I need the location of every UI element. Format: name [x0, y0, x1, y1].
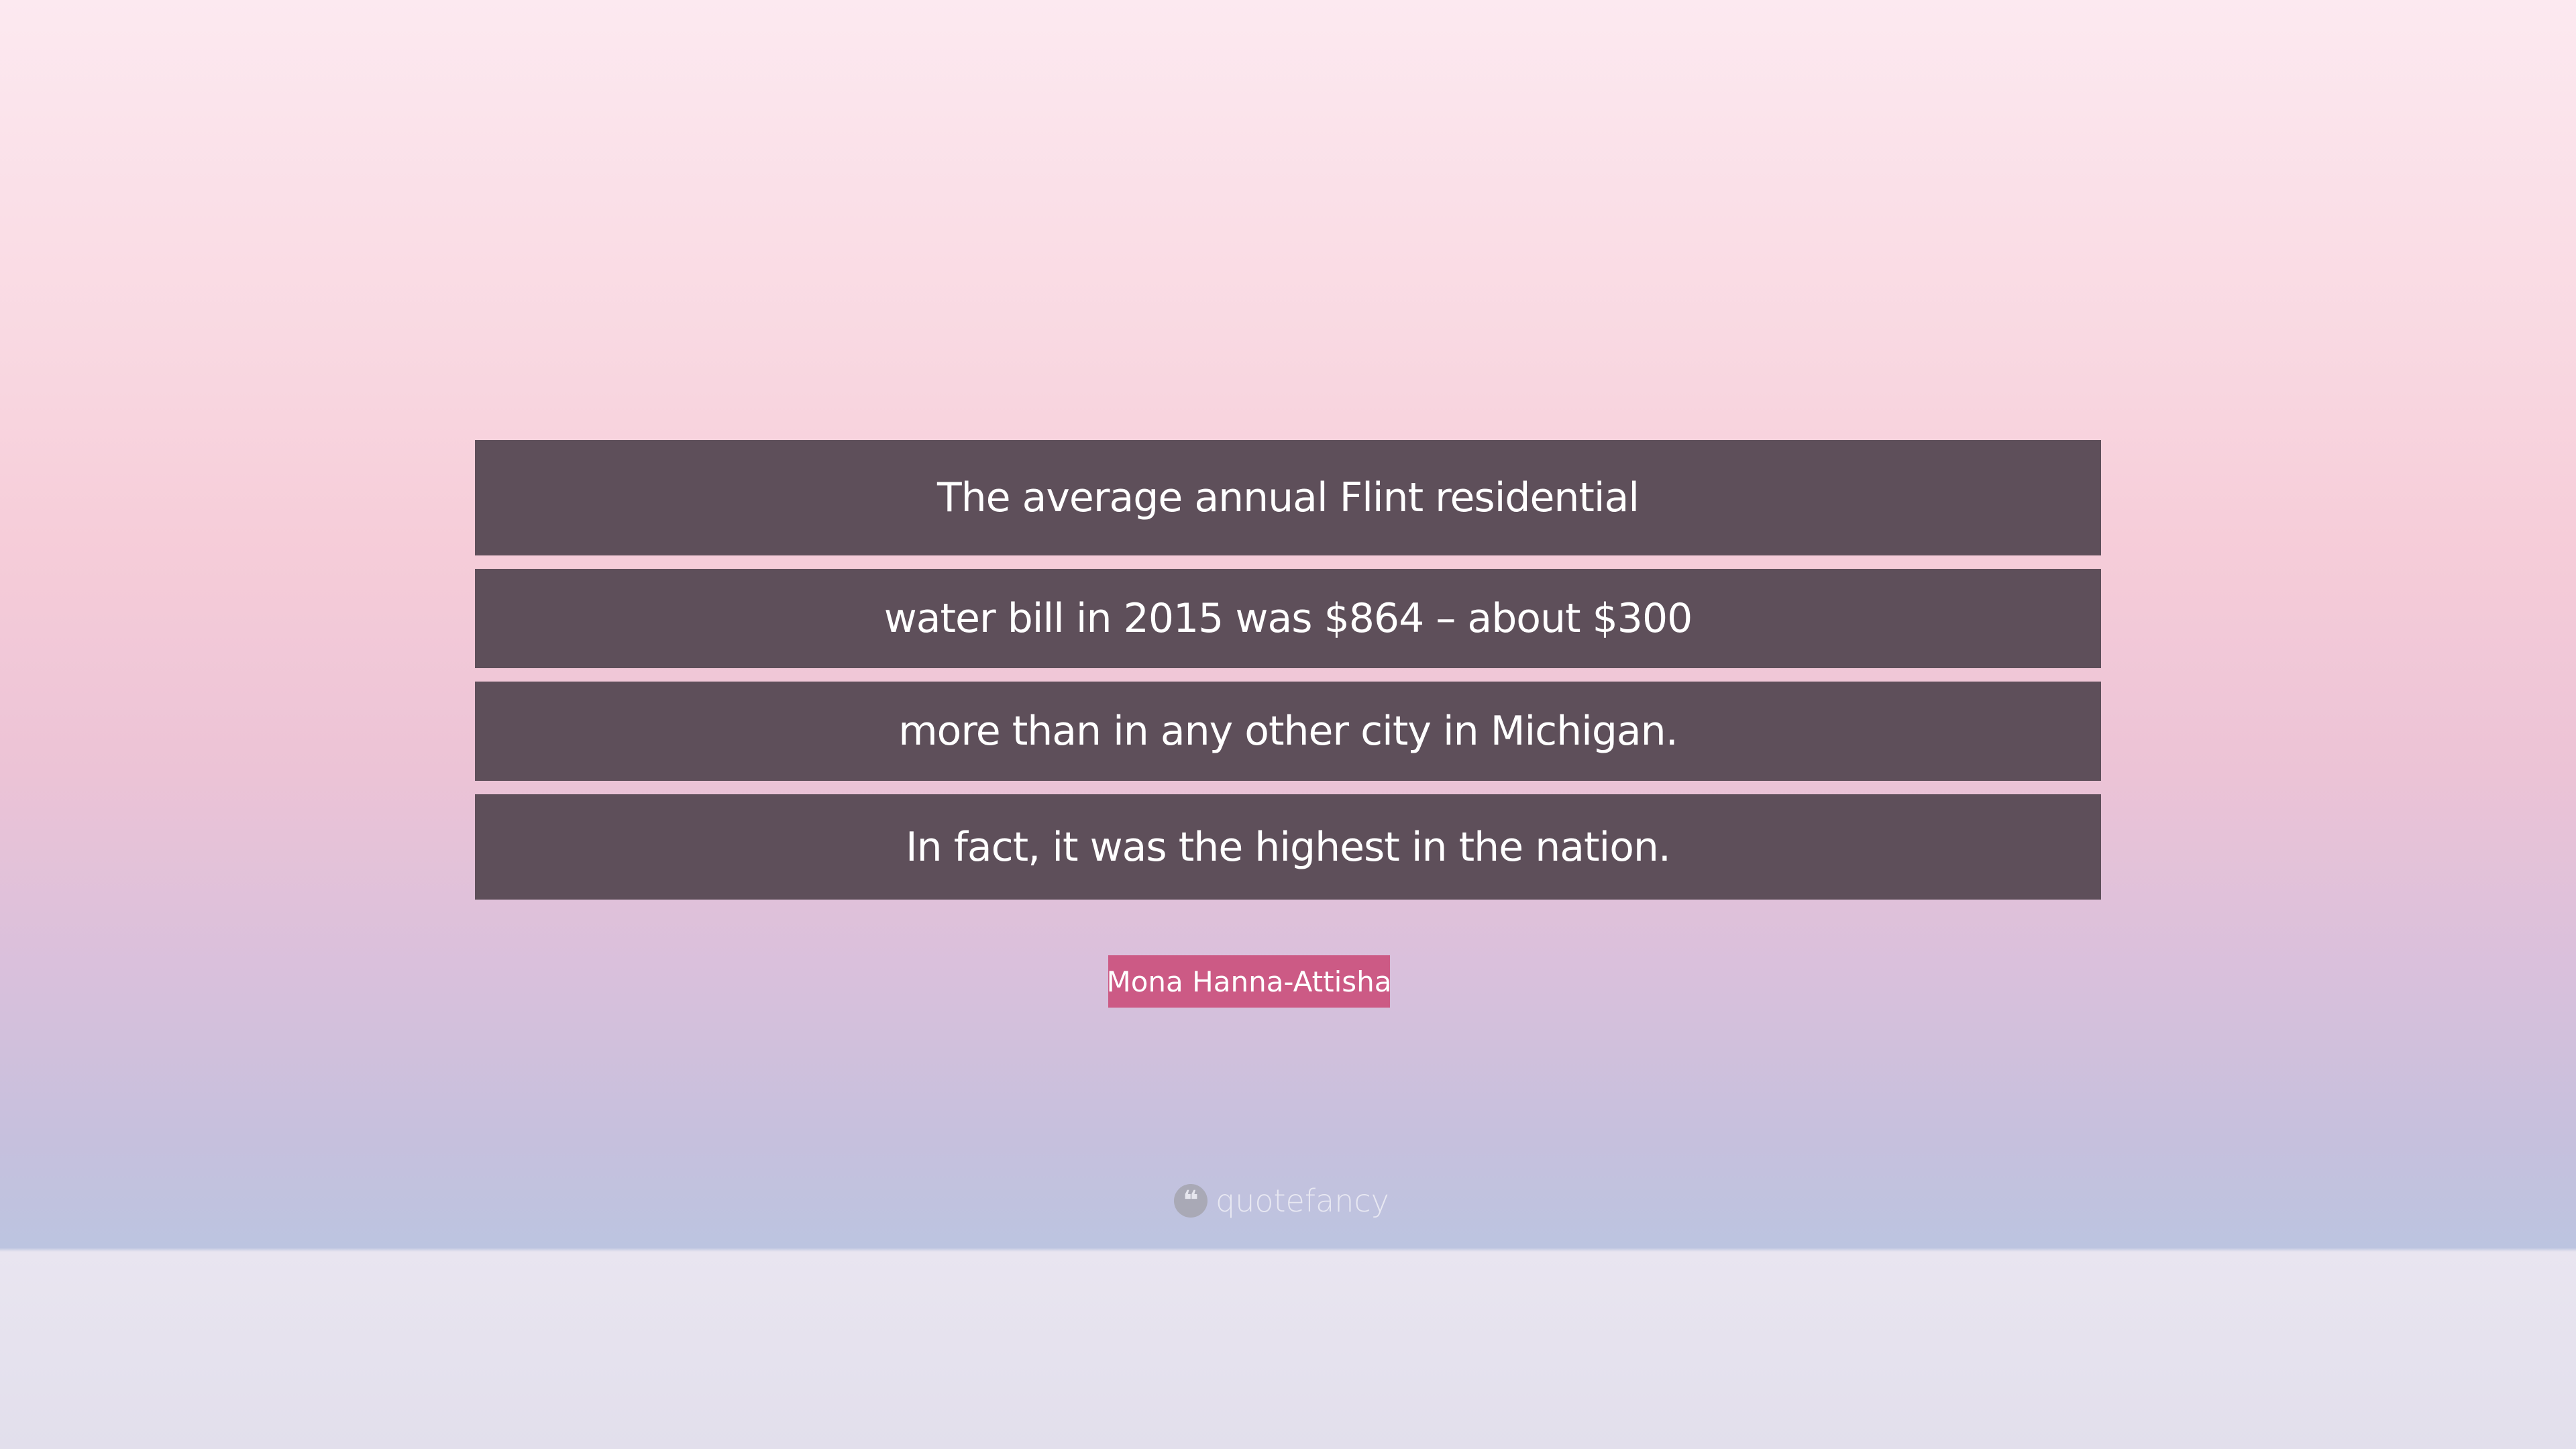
- quote-line: water bill in 2015 was $864 – about $300: [475, 569, 2101, 668]
- quote-text: The average annual Flint residential wat…: [475, 440, 2101, 913]
- quotefancy-logo: ❝ quotefancy: [1174, 1183, 1389, 1219]
- quote-line: The average annual Flint residential: [475, 440, 2101, 555]
- author-label: Mona Hanna-Attisha: [1107, 955, 1392, 1008]
- quote-mark-icon: ❝: [1174, 1184, 1208, 1218]
- quote-line: In fact, it was the highest in the natio…: [475, 794, 2101, 900]
- quote-line: more than in any other city in Michigan.: [475, 682, 2101, 781]
- logo-text: quotefancy: [1216, 1183, 1389, 1219]
